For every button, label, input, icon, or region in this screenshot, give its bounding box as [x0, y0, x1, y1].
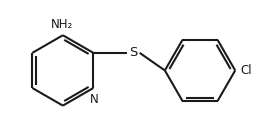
Text: Cl: Cl: [239, 64, 250, 77]
Text: N: N: [90, 93, 99, 106]
Text: NH₂: NH₂: [50, 18, 72, 31]
Text: S: S: [129, 46, 137, 59]
